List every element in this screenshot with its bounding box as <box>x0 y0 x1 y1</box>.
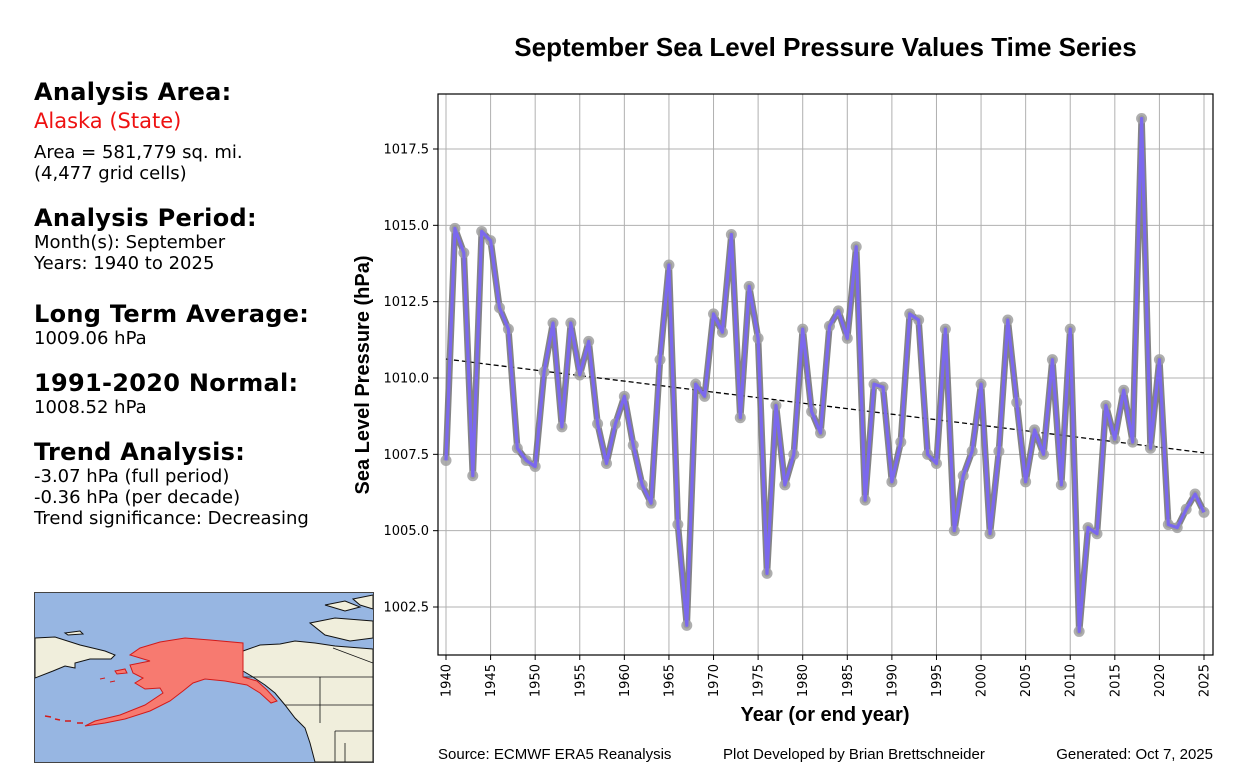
x-tick-label: 2015 <box>1108 664 1123 697</box>
developer-credit: Plot Developed by Brian Brettschneider <box>723 746 985 763</box>
chart-title: September Sea Level Pressure Values Time… <box>514 32 1137 62</box>
y-axis-title: Sea Level Pressure (hPa) <box>352 255 374 494</box>
y-axis: 1002.5 1005.0 1007.5 1010.0 1012.5 1015.0 1017… <box>384 143 438 616</box>
y-tick-label: 1012.5 <box>384 295 430 310</box>
map-land-arctic-islands <box>308 617 373 642</box>
x-tick-label: 2010 <box>1064 664 1079 697</box>
generated-date: Generated: Oct 7, 2025 <box>1056 746 1213 763</box>
area-line: Area = 581,779 sq. mi. <box>34 142 243 163</box>
y-tick-label: 1017.5 <box>384 143 430 158</box>
x-tick-label: 1945 <box>484 664 499 697</box>
trend-significance: Trend significance: Decreasing <box>34 508 309 529</box>
x-tick-label: 1970 <box>707 664 722 697</box>
x-tick-label: 1990 <box>885 664 900 697</box>
map-land-arctic-islands-2 <box>324 594 373 612</box>
map-land-canada <box>242 640 373 762</box>
long-term-average-value: 1009.06 hPa <box>34 328 147 349</box>
x-tick-label: 2005 <box>1019 664 1034 697</box>
x-tick-label: 1980 <box>796 664 811 697</box>
data-point <box>440 454 452 466</box>
y-tick-label: 1015.0 <box>384 219 430 234</box>
analysis-area-heading: Analysis Area: <box>34 78 232 106</box>
x-axis: 1940 1945 1950 1955 1960 1965 1970 1975 1980 1985… <box>440 655 1213 697</box>
long-term-average-heading: Long Term Average: <box>34 300 310 328</box>
map-land-island <box>63 630 85 636</box>
map-borders <box>243 647 373 762</box>
grid-cells-line: (4,477 grid cells) <box>34 163 187 184</box>
map-alaska <box>84 637 278 727</box>
map-alaska-islands <box>99 668 128 683</box>
x-tick-label: 2020 <box>1153 664 1168 697</box>
series-layer <box>440 112 1210 637</box>
data-point <box>1198 506 1210 518</box>
locator-map-svg <box>35 593 373 762</box>
y-tick-label: 1007.5 <box>384 448 430 463</box>
x-tick-label: 2025 <box>1198 664 1213 697</box>
x-tick-label: 2000 <box>975 664 990 697</box>
region-name: Alaska (State) <box>34 109 182 133</box>
x-tick-label: 1940 <box>440 664 455 697</box>
years-line: Years: 1940 to 2025 <box>34 253 215 274</box>
x-axis-title: Year (or end year) <box>741 704 910 726</box>
series-line <box>444 116 1206 634</box>
trend-per-decade: -0.36 hPa (per decade) <box>34 487 241 508</box>
x-tick-label: 1950 <box>529 664 544 697</box>
x-tick-label: 1985 <box>841 664 856 697</box>
x-tick-label: 1955 <box>573 664 588 697</box>
map-land-siberia <box>35 636 116 679</box>
map-aleutians <box>44 715 83 724</box>
x-tick-label: 1995 <box>930 664 945 697</box>
trend-line <box>445 358 1205 454</box>
normal-value: 1008.52 hPa <box>34 397 147 418</box>
y-tick-label: 1002.5 <box>384 601 430 616</box>
y-tick-label: 1010.0 <box>384 372 430 387</box>
trend-heading: Trend Analysis: <box>34 438 246 466</box>
plot-frame <box>437 93 1214 656</box>
months-line: Month(s): September <box>34 232 226 253</box>
normal-heading: 1991-2020 Normal: <box>34 369 299 397</box>
x-tick-label: 1960 <box>618 664 633 697</box>
trend-layer <box>445 358 1205 454</box>
source-credit: Source: ECMWF ERA5 Reanalysis <box>438 746 672 763</box>
x-tick-label: 1975 <box>752 664 767 697</box>
info-panel: Analysis Area: Alaska (State) Area = 581… <box>34 78 364 529</box>
y-tick-label: 1005.0 <box>384 524 430 539</box>
trend-full-period: -3.07 hPa (full period) <box>34 466 230 487</box>
locator-map <box>34 592 374 763</box>
analysis-period-heading: Analysis Period: <box>34 204 257 232</box>
x-tick-label: 1965 <box>662 664 677 697</box>
